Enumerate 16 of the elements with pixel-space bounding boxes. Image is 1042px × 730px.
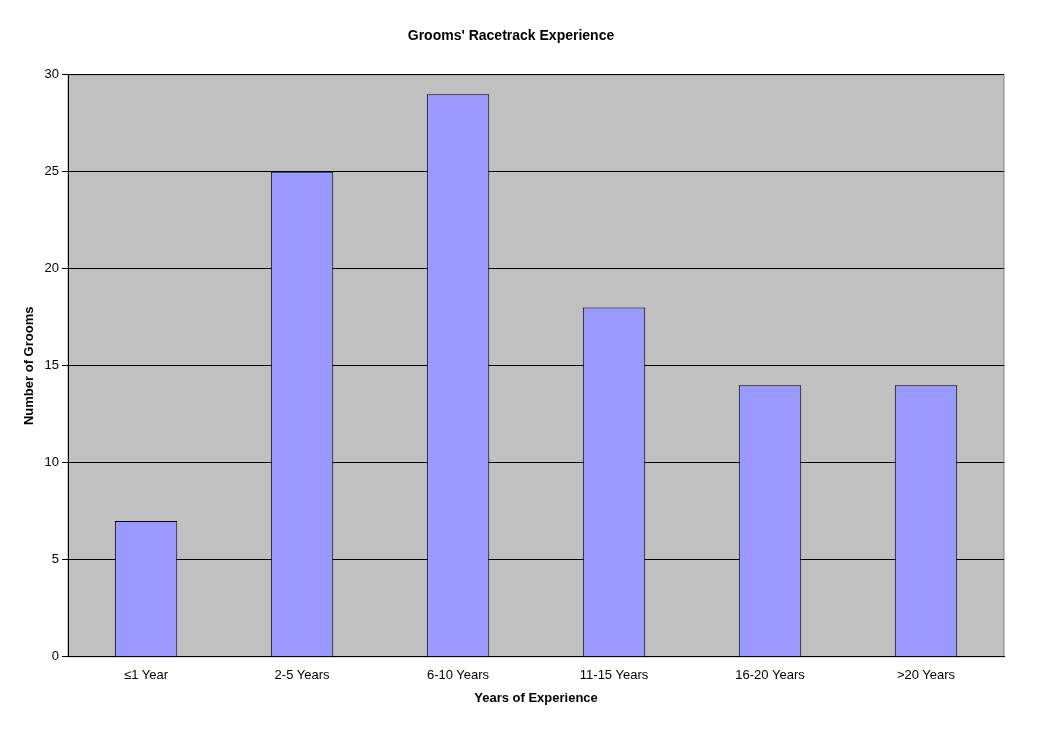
y-tick-label: 20 — [44, 260, 60, 276]
x-tick-label: ≤1 Year — [124, 667, 169, 683]
chart-title: Grooms' Racetrack Experience — [407, 27, 615, 44]
x-axis-title: Years of Experience — [474, 689, 598, 705]
x-tick-label: 11-15 Years — [579, 667, 649, 683]
x-tick-label: 6-10 Years — [426, 667, 490, 683]
y-tick-label: 0 — [51, 648, 60, 664]
x-tick-label: 16-20 Years — [735, 667, 806, 683]
y-tick-label: 30 — [44, 66, 60, 82]
y-tick-label: 10 — [44, 454, 60, 470]
y-tick-label: 15 — [44, 357, 60, 373]
x-tick-label: 2-5 Years — [274, 667, 331, 683]
x-tick-label: >20 Years — [896, 667, 956, 683]
y-axis-title: Number of Grooms — [21, 306, 37, 426]
y-tick-label: 25 — [44, 163, 60, 179]
y-tick-label: 5 — [51, 551, 60, 567]
